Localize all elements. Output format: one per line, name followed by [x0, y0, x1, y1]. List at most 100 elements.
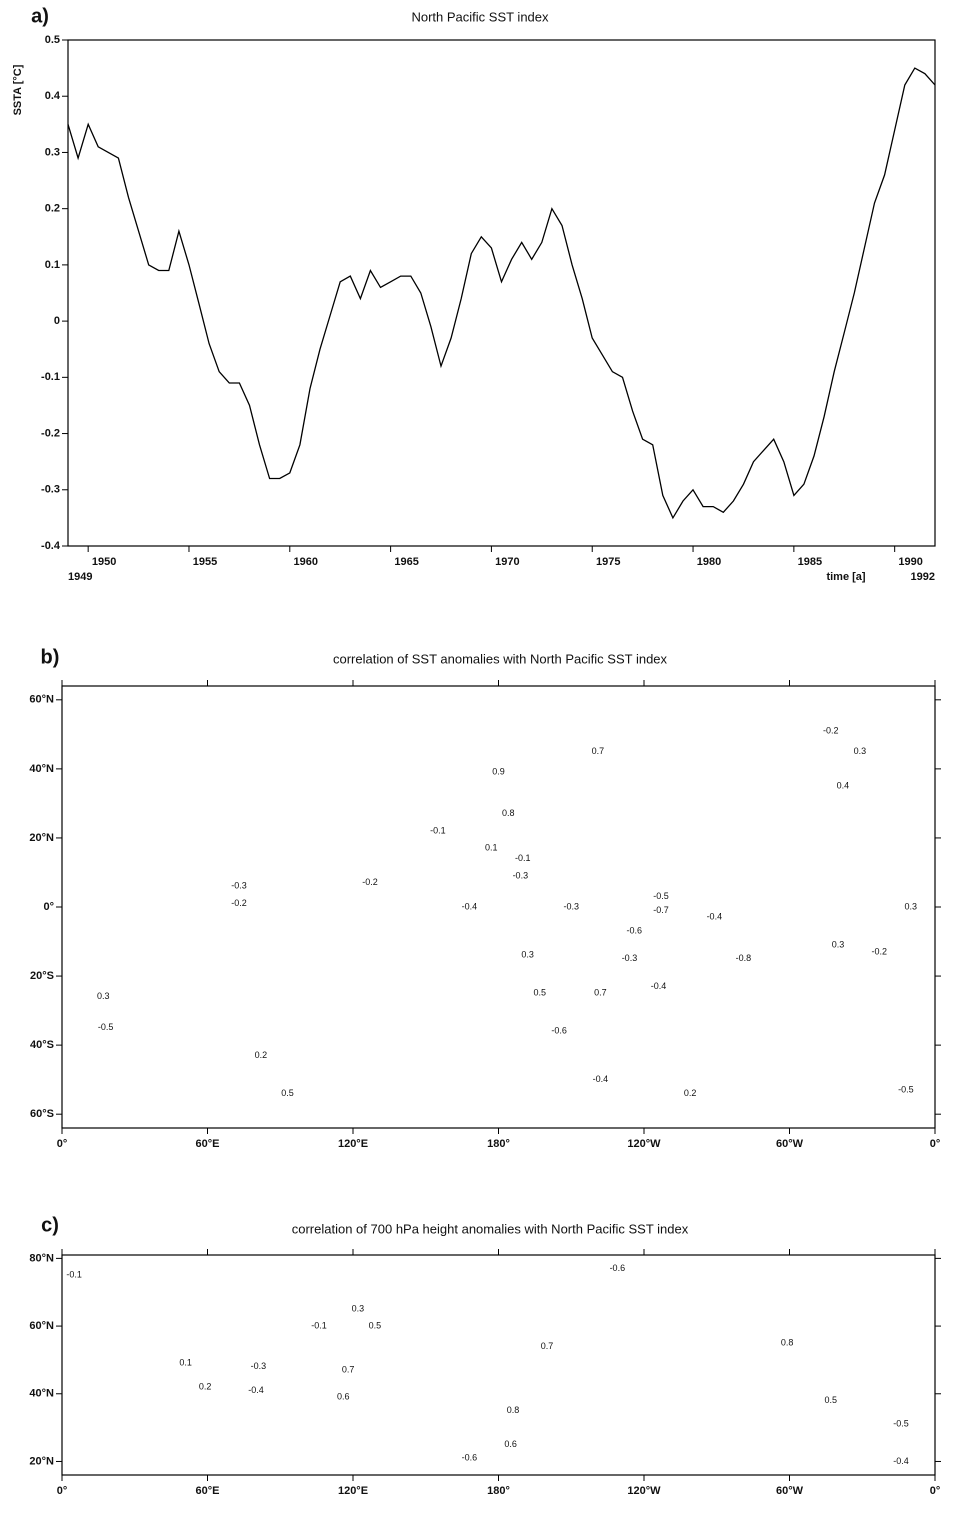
y-tick-label: -0.2 [41, 427, 60, 439]
y-tick-label: 40°S [30, 1039, 54, 1051]
x-tick-label: 60°W [776, 1485, 804, 1497]
contour-label: -0.2 [231, 898, 247, 908]
contour-label: -0.1 [311, 1320, 327, 1330]
y-tick-label: -0.1 [41, 371, 60, 383]
x-tick-label: 180° [487, 1485, 510, 1497]
contour-label: -0.1 [515, 853, 531, 863]
x-tick-label: 120°W [627, 1485, 661, 1497]
x-limit-label: 1949 [68, 571, 92, 583]
contour-label: 0.5 [369, 1320, 382, 1330]
x-tick-label: 0° [57, 1138, 68, 1150]
plot-frame [61, 685, 936, 1129]
chart-title: North Pacific SST index [411, 9, 549, 24]
y-tick-label: 0.3 [45, 146, 60, 158]
contour-label: -0.6 [551, 1026, 567, 1036]
y-tick-label: 0.1 [45, 259, 60, 271]
y-tick-label: 80°N [29, 1252, 54, 1264]
contour-label: -0.1 [430, 825, 446, 835]
y-tick-label: 40°N [29, 763, 54, 775]
y-tick-label: 0.4 [45, 90, 61, 102]
x-axis-label: time [a] [826, 571, 865, 583]
x-tick-label: 1955 [193, 556, 217, 568]
y-tick-label: 40°N [29, 1388, 54, 1400]
contour-label: -0.3 [513, 870, 529, 880]
contour-label: -0.5 [653, 891, 669, 901]
contour-label: -0.3 [231, 881, 247, 891]
y-axis-label: SSTA [°C] [12, 64, 24, 115]
contour-label: 0.9 [492, 767, 505, 777]
x-tick-label: 60°W [776, 1138, 804, 1150]
x-tick-label: 1965 [394, 556, 418, 568]
contour-label: 0.6 [504, 1439, 517, 1449]
x-tick-label: 0° [930, 1485, 941, 1497]
x-tick-label: 120°E [338, 1485, 368, 1497]
y-tick-label: 0.2 [45, 203, 60, 215]
contour-label: -0.6 [610, 1263, 626, 1273]
contour-label: -0.2 [871, 946, 887, 956]
contour-label: -0.1 [66, 1270, 82, 1280]
contour-label: 0.1 [485, 843, 498, 853]
x-tick-label: 0° [57, 1485, 68, 1497]
contour-label: -0.6 [627, 926, 643, 936]
contour-label: -0.4 [593, 1074, 609, 1084]
contour-label: -0.3 [563, 901, 579, 911]
contour-label: -0.4 [707, 912, 723, 922]
x-limit-label: 1992 [911, 571, 935, 583]
y-tick-label: -0.4 [41, 540, 61, 552]
x-tick-label: 60°E [196, 1485, 220, 1497]
chart-title: correlation of 700 hPa height anomalies … [292, 1221, 689, 1236]
contour-label: 0.3 [904, 901, 917, 911]
contour-label: -0.6 [462, 1452, 478, 1462]
contour-label: 0.5 [824, 1395, 837, 1405]
contour-label: -0.7 [653, 905, 669, 915]
x-tick-label: 180° [487, 1138, 510, 1150]
plot-frame [67, 39, 936, 547]
contour-label: 0.7 [592, 746, 605, 756]
contour-label: -0.5 [893, 1419, 909, 1429]
contour-label: 0.3 [97, 991, 110, 1001]
x-tick-label: 120°W [627, 1138, 661, 1150]
contour-label: -0.3 [251, 1361, 267, 1371]
x-tick-label: 0° [930, 1138, 941, 1150]
y-tick-label: 20°S [30, 970, 54, 982]
contour-label: -0.4 [248, 1385, 264, 1395]
x-tick-label: 1985 [798, 556, 822, 568]
x-tick-label: 120°E [338, 1138, 368, 1150]
y-tick-label: 60°S [30, 1108, 54, 1120]
x-tick-label: 1980 [697, 556, 721, 568]
contour-label: 0.3 [521, 950, 534, 960]
contour-label: -0.8 [736, 953, 752, 963]
panel-label: b) [41, 646, 60, 668]
contour-label: 0.7 [342, 1364, 355, 1374]
x-tick-label: 60°E [196, 1138, 220, 1150]
x-tick-label: 1960 [294, 556, 318, 568]
contour-label: 0.5 [533, 988, 546, 998]
contour-label: -0.4 [651, 981, 667, 991]
contour-label: -0.5 [898, 1084, 914, 1094]
contour-label: 0.7 [594, 988, 607, 998]
x-tick-label: 1950 [92, 556, 116, 568]
contour-label: -0.2 [823, 725, 839, 735]
contour-label: -0.3 [622, 953, 638, 963]
contour-label: 0.2 [684, 1088, 697, 1098]
panel: b) correlation of SST anomalies with Nort… [29, 646, 941, 1150]
y-tick-label: 60°N [29, 694, 54, 706]
panel: a) North Pacific SST index -0.4 -0.3 -0.2 -0.… [12, 5, 936, 583]
contour-label: 0.2 [255, 1050, 268, 1060]
contour-label: 0.3 [854, 746, 867, 756]
contour-label: 0.1 [179, 1358, 192, 1368]
contour-label: 0.4 [837, 781, 850, 791]
y-tick-label: 0° [43, 901, 54, 913]
y-tick-label: 0 [54, 315, 60, 327]
y-tick-label: 20°N [29, 1455, 54, 1467]
contour-label: 0.2 [199, 1381, 212, 1391]
contour-label: 0.3 [832, 939, 845, 949]
x-tick-label: 1970 [495, 556, 519, 568]
y-tick-label: 20°N [29, 832, 54, 844]
contour-label: 0.6 [337, 1392, 350, 1402]
contour-label: -0.2 [362, 877, 378, 887]
y-tick-label: -0.3 [41, 484, 60, 496]
contour-label: -0.4 [893, 1456, 909, 1466]
